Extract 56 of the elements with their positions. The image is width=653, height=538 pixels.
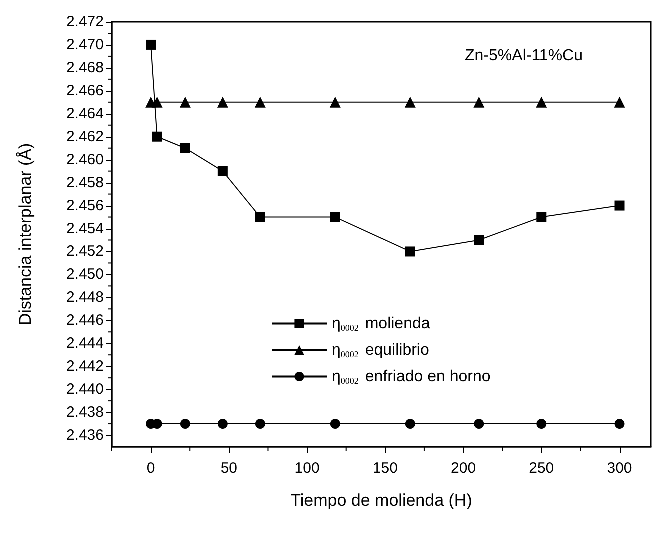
- x-tick-label: 0: [146, 460, 156, 477]
- point: [330, 419, 340, 430]
- point: [330, 96, 341, 108]
- y-tick-label: 2.462: [66, 128, 104, 146]
- y-tick-label: 2.470: [66, 36, 104, 54]
- x-tick-label: 50: [220, 460, 238, 477]
- point: [405, 419, 416, 430]
- annotation: Zn-5%Al-11%Cu: [465, 48, 583, 64]
- point: [152, 132, 162, 142]
- y-tick-label: 2.450: [66, 266, 104, 284]
- y-tick-label: 2.466: [66, 82, 104, 100]
- y-tick-label: 2.452: [66, 243, 104, 260]
- y-tick-label: 2.456: [66, 197, 104, 214]
- point: [330, 212, 340, 222]
- y-tick-label: 2.460: [66, 151, 104, 168]
- point: [218, 419, 228, 430]
- point: [180, 143, 190, 154]
- point: [405, 246, 416, 257]
- x-tick-label: 200: [451, 460, 476, 477]
- point: [536, 212, 547, 222]
- point: [474, 96, 485, 108]
- y-tick-label: 2.454: [66, 220, 104, 238]
- y-tick-label: 2.442: [66, 358, 104, 376]
- y-tick-label: 2.448: [66, 289, 104, 306]
- y-tick-label: 2.464: [66, 105, 104, 122]
- point: [536, 96, 548, 108]
- x-tick-label: 100: [294, 460, 320, 477]
- point: [404, 96, 416, 108]
- point: [146, 40, 156, 50]
- point: [255, 212, 266, 222]
- point: [614, 200, 625, 211]
- y-tick-label: 2.468: [66, 59, 104, 76]
- x-axis-title: Tiempo de molienda (H): [290, 491, 472, 510]
- point: [614, 96, 626, 108]
- y-tick-label: 2.436: [66, 427, 104, 444]
- y-tick-label: 2.440: [66, 381, 104, 398]
- point: [218, 166, 228, 176]
- point: [217, 96, 228, 108]
- point: [536, 419, 547, 430]
- point: [255, 419, 266, 430]
- y-tick-label: 2.438: [66, 404, 104, 422]
- point: [614, 419, 625, 430]
- x-tick-label: 250: [529, 460, 554, 477]
- x-tick-label: 300: [607, 460, 632, 477]
- y-axis-title: Distancia interplanar (Å): [16, 143, 35, 326]
- point: [474, 419, 484, 430]
- point: [254, 96, 266, 108]
- y-tick-label: 2.446: [66, 312, 104, 330]
- point: [180, 96, 191, 108]
- y-tick-label: 2.472: [66, 14, 104, 30]
- point: [474, 235, 484, 246]
- point: [152, 96, 163, 108]
- x-tick-label: 150: [372, 460, 398, 477]
- y-tick-label: 2.458: [66, 174, 104, 192]
- point: [180, 419, 190, 430]
- y-tick-label: 2.444: [66, 335, 104, 352]
